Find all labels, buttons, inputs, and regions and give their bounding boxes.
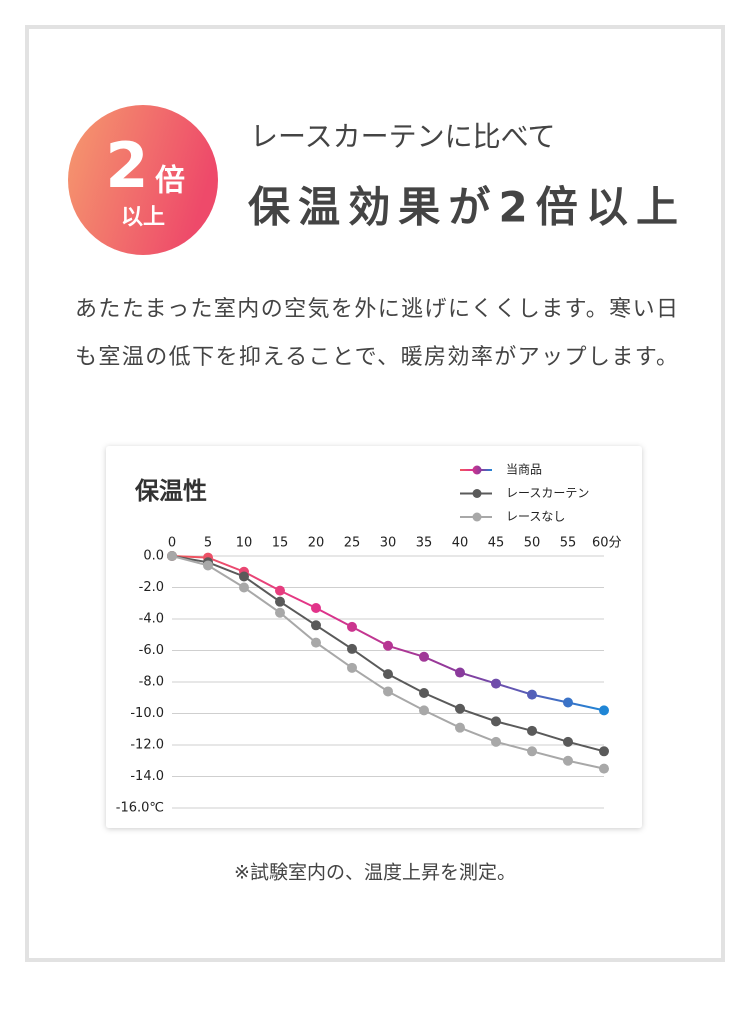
- x-tick-label: 40: [452, 536, 469, 551]
- legend-label: 当商品: [506, 462, 542, 477]
- data-point: [527, 746, 537, 757]
- legend-marker: [472, 489, 482, 498]
- data-point: [347, 662, 357, 673]
- legend-label: レースカーテン: [506, 486, 589, 500]
- legend-marker: [472, 465, 482, 475]
- data-point: [491, 716, 501, 727]
- x-tick-label: 10: [236, 536, 253, 551]
- data-point: [491, 736, 501, 747]
- data-point: [527, 689, 537, 700]
- data-point: [527, 725, 537, 736]
- data-point: [203, 560, 213, 571]
- body-line: も室温の低下を抑えることで、暖房効率がアップします。: [75, 345, 678, 370]
- data-point: [239, 571, 249, 582]
- data-point: [311, 602, 321, 613]
- data-point: [419, 651, 429, 662]
- data-point: [383, 686, 393, 697]
- legend-marker: [472, 512, 482, 522]
- y-tick-label: -6.0: [139, 643, 164, 658]
- data-point: [455, 722, 465, 733]
- y-tick-label: -12.0: [130, 738, 164, 753]
- data-point: [419, 705, 429, 716]
- data-point: [491, 678, 501, 689]
- data-point: [311, 637, 321, 648]
- chart-card: [106, 446, 642, 828]
- y-tick-label: -4.0: [139, 612, 164, 627]
- data-point: [383, 640, 393, 651]
- x-tick-label: 45: [488, 536, 505, 551]
- data-point: [599, 705, 609, 716]
- y-tick-label: -10.0: [130, 706, 164, 721]
- data-point: [275, 585, 285, 596]
- chart-title: 保温性: [134, 477, 207, 505]
- x-tick-label: 25: [344, 536, 361, 551]
- y-tick-label: -16.0℃: [116, 801, 164, 816]
- y-tick-label: -8.0: [139, 675, 164, 690]
- data-point: [239, 582, 249, 593]
- data-point: [347, 621, 357, 632]
- data-point: [311, 620, 321, 631]
- x-tick-label: 20: [308, 536, 325, 551]
- y-tick-label: -14.0: [130, 769, 164, 784]
- x-tick-label: 50: [524, 536, 541, 551]
- badge: [68, 105, 218, 255]
- subtitle: レースカーテンに比べて: [250, 120, 555, 153]
- data-point: [599, 763, 609, 774]
- note: ※試験室内の、温度上昇を測定。: [234, 862, 516, 884]
- x-tick-label: 0: [168, 536, 176, 551]
- badge-unit: 倍: [155, 164, 185, 199]
- badge-suffix: 以上: [121, 205, 165, 230]
- data-point: [275, 596, 285, 607]
- data-point: [167, 551, 177, 561]
- x-tick-label: 30: [380, 536, 397, 551]
- data-point: [563, 736, 573, 747]
- data-point: [419, 688, 429, 699]
- data-point: [455, 667, 465, 678]
- headline: 保温効果が2倍以上: [248, 183, 678, 232]
- data-point: [599, 746, 609, 757]
- y-tick-label: -2.0: [139, 580, 164, 595]
- data-point: [455, 703, 465, 714]
- x-tick-label: 15: [272, 536, 289, 551]
- x-tick-label: 5: [204, 536, 212, 551]
- y-tick-label: 0.0: [143, 549, 164, 564]
- x-tick-label: 60分: [592, 536, 622, 551]
- legend-label: レースなし: [506, 510, 565, 524]
- data-point: [383, 669, 393, 680]
- badge-number: 2: [105, 129, 148, 202]
- data-point: [347, 643, 357, 654]
- data-point: [563, 697, 573, 708]
- data-point: [563, 755, 573, 766]
- data-point: [275, 607, 285, 618]
- x-tick-label: 55: [560, 536, 577, 551]
- x-tick-label: 35: [416, 536, 433, 551]
